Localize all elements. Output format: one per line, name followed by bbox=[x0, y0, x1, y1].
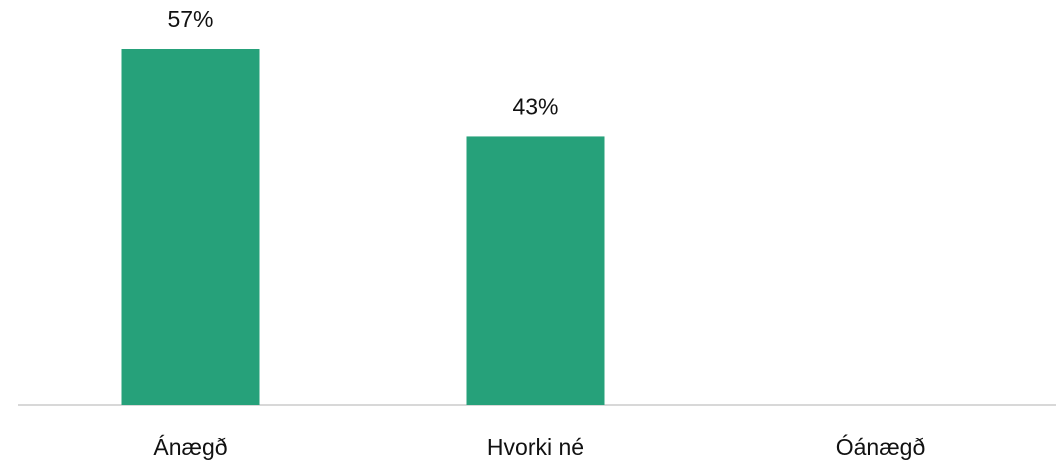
bar bbox=[121, 49, 260, 405]
x-tick-label: Óánægð bbox=[836, 434, 926, 460]
x-tick-label: Hvorki né bbox=[487, 434, 584, 460]
value-label: 57% bbox=[167, 6, 213, 32]
value-label: 43% bbox=[512, 94, 558, 120]
x-tick-label: Ánægð bbox=[153, 434, 227, 460]
bar bbox=[466, 136, 605, 405]
